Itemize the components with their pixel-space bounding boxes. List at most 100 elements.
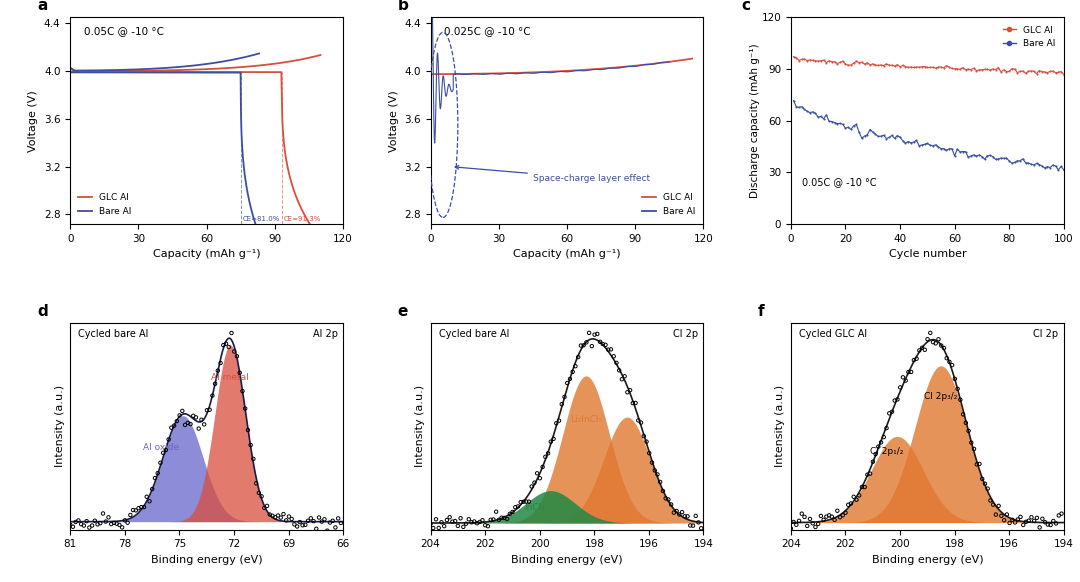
Legend: GLC Al, Bare Al: GLC Al, Bare Al bbox=[75, 190, 135, 219]
Point bbox=[449, 521, 467, 531]
Point bbox=[690, 518, 707, 527]
Point bbox=[526, 478, 543, 487]
Y-axis label: Voltage (V): Voltage (V) bbox=[28, 90, 38, 151]
Point bbox=[900, 367, 917, 377]
Point bbox=[1050, 511, 1067, 520]
Point bbox=[428, 514, 445, 524]
Point bbox=[106, 518, 123, 527]
Point bbox=[195, 420, 213, 429]
Point bbox=[859, 470, 876, 480]
Point bbox=[185, 411, 202, 420]
Text: CE=91.3%: CE=91.3% bbox=[284, 216, 322, 222]
Text: Li₂InCl₅: Li₂InCl₅ bbox=[570, 415, 603, 424]
Point bbox=[463, 517, 481, 527]
Point bbox=[962, 438, 980, 447]
Point bbox=[685, 521, 702, 530]
Point bbox=[504, 508, 522, 517]
Point bbox=[805, 519, 822, 528]
Point bbox=[878, 424, 895, 433]
Point bbox=[438, 516, 456, 525]
Point bbox=[932, 341, 949, 350]
Point bbox=[146, 473, 163, 482]
Point bbox=[551, 416, 568, 425]
Text: a: a bbox=[38, 0, 48, 13]
X-axis label: Cycle number: Cycle number bbox=[889, 249, 967, 259]
Point bbox=[528, 469, 545, 478]
Point bbox=[603, 345, 620, 354]
Legend: GLC Al, Bare Al: GLC Al, Bare Al bbox=[999, 22, 1059, 52]
Y-axis label: Intensity (a.u.): Intensity (a.u.) bbox=[415, 385, 424, 467]
Point bbox=[258, 501, 275, 510]
Point bbox=[1012, 512, 1029, 521]
Text: Al metal: Al metal bbox=[212, 372, 249, 382]
Point bbox=[510, 502, 527, 511]
Point bbox=[251, 488, 268, 498]
Point bbox=[199, 406, 216, 415]
Point bbox=[322, 518, 339, 527]
Point bbox=[247, 478, 265, 488]
Point bbox=[616, 372, 633, 381]
Text: b: b bbox=[397, 0, 408, 13]
Point bbox=[534, 462, 551, 471]
Text: Al oxide: Al oxide bbox=[143, 443, 179, 452]
Point bbox=[1021, 516, 1038, 526]
Point bbox=[539, 449, 556, 458]
Point bbox=[674, 508, 691, 517]
Point bbox=[935, 343, 953, 353]
Point bbox=[671, 510, 688, 519]
Point bbox=[190, 424, 207, 433]
Point bbox=[124, 505, 141, 514]
Point bbox=[594, 339, 611, 349]
Point bbox=[815, 515, 833, 524]
Point bbox=[496, 513, 513, 523]
Point bbox=[692, 524, 710, 533]
Point bbox=[801, 514, 819, 524]
Point bbox=[787, 520, 805, 530]
Point bbox=[1026, 516, 1043, 526]
Point bbox=[597, 340, 615, 349]
Point bbox=[599, 345, 617, 354]
Point bbox=[76, 521, 93, 530]
Point bbox=[78, 516, 95, 526]
Point bbox=[973, 474, 990, 484]
Text: 0.025C @ -10 °C: 0.025C @ -10 °C bbox=[444, 26, 530, 36]
Point bbox=[867, 449, 885, 459]
Point bbox=[826, 515, 843, 524]
Point bbox=[569, 353, 586, 362]
Point bbox=[237, 404, 254, 413]
Point bbox=[939, 353, 956, 363]
Point bbox=[226, 347, 243, 356]
Point bbox=[1053, 509, 1070, 519]
Point bbox=[154, 448, 172, 457]
Point bbox=[828, 506, 846, 516]
Point bbox=[1028, 513, 1045, 523]
Point bbox=[676, 512, 693, 521]
Point bbox=[451, 513, 469, 523]
Point bbox=[605, 352, 622, 361]
Point bbox=[1034, 514, 1051, 523]
Text: Cycled bare Al: Cycled bare Al bbox=[438, 329, 509, 339]
Point bbox=[883, 407, 901, 417]
Point bbox=[305, 516, 322, 526]
Point bbox=[119, 518, 136, 527]
Point bbox=[873, 438, 890, 447]
Point bbox=[111, 520, 129, 530]
Point bbox=[272, 513, 289, 522]
Point bbox=[89, 520, 106, 529]
Point bbox=[517, 497, 535, 506]
Point bbox=[821, 510, 838, 520]
Point bbox=[862, 469, 879, 478]
Point bbox=[537, 452, 554, 462]
Point bbox=[834, 510, 851, 520]
Point bbox=[633, 418, 650, 427]
Point bbox=[193, 415, 211, 424]
Point bbox=[308, 524, 325, 534]
Point bbox=[869, 442, 887, 451]
Point bbox=[158, 445, 175, 455]
Point bbox=[222, 328, 240, 338]
Point bbox=[946, 374, 963, 384]
Point bbox=[903, 367, 920, 377]
Point bbox=[171, 411, 188, 420]
Point bbox=[949, 384, 967, 393]
Point bbox=[152, 458, 170, 467]
